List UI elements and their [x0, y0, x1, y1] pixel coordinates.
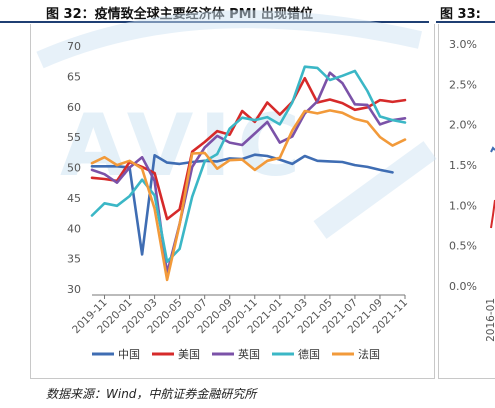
y-tick-label: 55	[67, 131, 81, 144]
right-y-tick-label: 0.0%	[449, 280, 477, 293]
next-figure-title: 图 33:	[440, 7, 481, 22]
watermark: AVIC	[60, 96, 306, 196]
y-tick-label: 40	[67, 222, 81, 235]
y-tick-label: 65	[67, 70, 81, 83]
y-tick-label: 50	[67, 162, 81, 175]
legend-label-china: 中国	[118, 348, 140, 361]
right-series-fragment-red	[490, 199, 495, 229]
right-y-tick-label: 2.0%	[449, 119, 477, 132]
y-tick-label: 45	[67, 192, 81, 205]
watermark-shape	[36, 10, 437, 239]
title-rule-right	[436, 21, 495, 23]
right-series-fragment-blue	[490, 146, 495, 153]
legend-label-us: 美国	[178, 348, 200, 361]
series-line-france	[90, 109, 407, 282]
y-tick-label: 35	[67, 253, 81, 266]
right-y-tick-label: 1.5%	[449, 159, 477, 172]
legend-label-uk: 英国	[238, 347, 260, 361]
data-source-note: 数据来源：Wind，中航证券金融研究所	[46, 387, 257, 401]
legend-label-germany: 德国	[298, 347, 320, 361]
next-chart-panel	[438, 24, 495, 379]
watermark-slash	[313, 141, 437, 239]
series-line-us	[90, 76, 407, 221]
right-y-tick-label: 3.0%	[449, 38, 477, 51]
right-y-tick-label: 1.0%	[449, 199, 477, 212]
right-y-tick-label: 0.5%	[449, 240, 477, 253]
legend-label-france: 法国	[358, 347, 380, 361]
y-tick-label: 60	[67, 101, 81, 114]
series-line-germany	[90, 65, 407, 263]
watermark-arc-stroke	[36, 10, 422, 69]
chart-panel	[30, 24, 435, 379]
right-y-tick-label: 2.5%	[449, 78, 477, 91]
series-line-uk	[90, 71, 407, 275]
y-tick-label: 30	[67, 283, 81, 296]
y-tick-label: 70	[67, 40, 81, 53]
right-x-tick-label: 2016-01	[485, 298, 495, 342]
